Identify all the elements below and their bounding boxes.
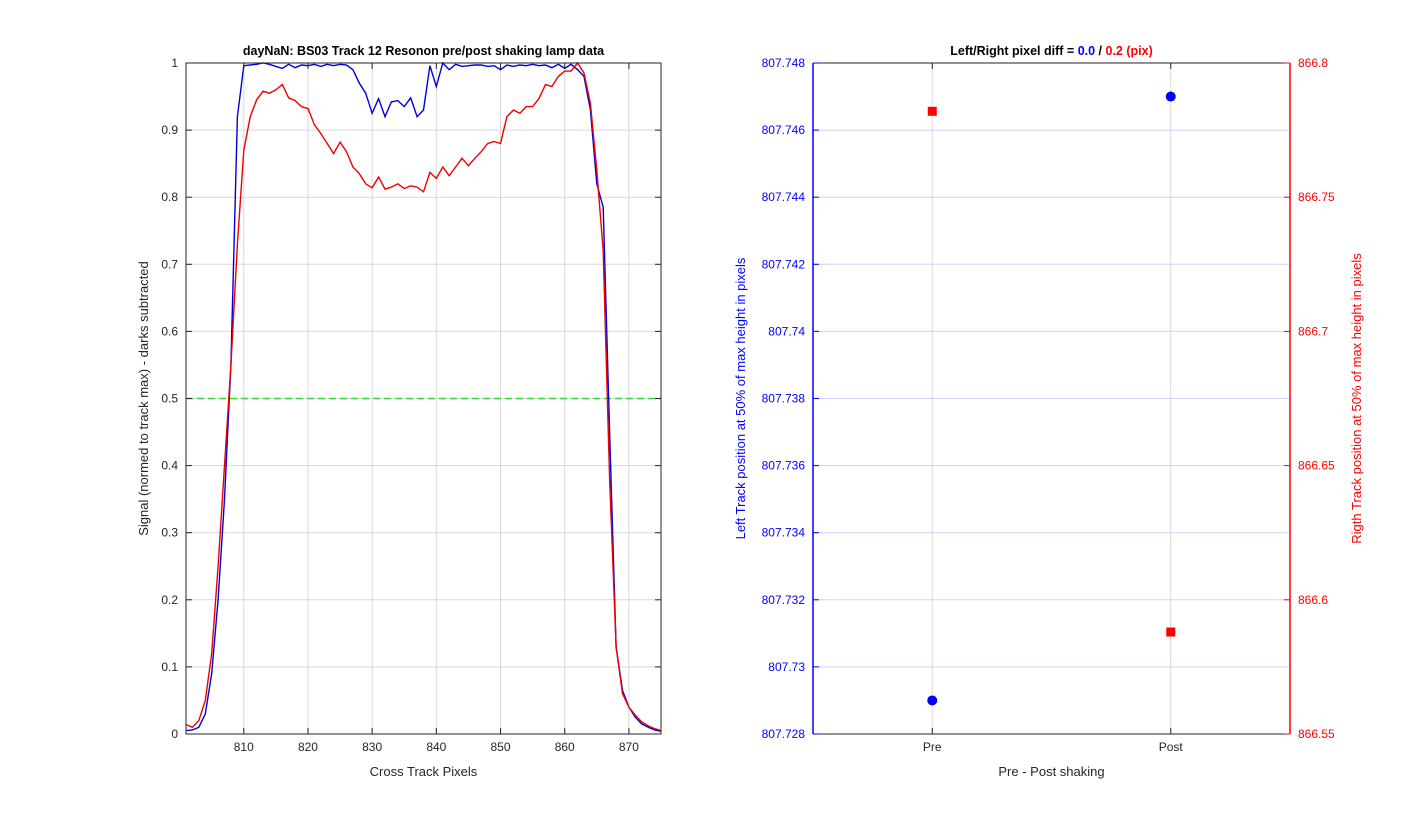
left-y-tick-label: 807.748 bbox=[762, 56, 806, 70]
left-y-tick-label: 807.732 bbox=[762, 593, 806, 607]
left-y-tick-label: 807.744 bbox=[762, 190, 806, 204]
right-y-tick-label: 866.75 bbox=[1298, 190, 1335, 204]
left-y-tick-label: 807.734 bbox=[762, 526, 806, 540]
x-tick-label: 830 bbox=[362, 740, 382, 754]
left-y-tick-label: 807.73 bbox=[768, 660, 805, 674]
right-y-tick-label: 866.7 bbox=[1298, 324, 1328, 338]
y-tick-label: 0.9 bbox=[161, 123, 178, 137]
left-y-tick-label: 807.742 bbox=[762, 257, 806, 271]
left-y-tick-label: 807.736 bbox=[762, 459, 806, 473]
markers-group bbox=[927, 91, 1176, 706]
left-y-tick-label: 807.728 bbox=[762, 727, 806, 741]
right-y-axis-label: Rigth Track position at 50% of max heigh… bbox=[1349, 253, 1364, 544]
right-y-tick-label: 866.8 bbox=[1298, 56, 1328, 70]
left-y-axis-ticks: 807.728 807.73 807.732 807.734 807.736 807.73… bbox=[762, 56, 819, 741]
x-axis-label: Cross Track Pixels bbox=[370, 764, 478, 779]
x-tick-label: 850 bbox=[491, 740, 511, 754]
y-axis-label: Signal (normed to track max) - darks sub… bbox=[136, 261, 151, 536]
y-tick-label: 0.3 bbox=[161, 526, 178, 540]
right-track-point-post bbox=[1166, 627, 1176, 637]
title-right-diff: 0.2 (pix) bbox=[1106, 44, 1153, 58]
y-tick-label: 0.6 bbox=[161, 324, 178, 338]
x-tick-label: 810 bbox=[234, 740, 254, 754]
chart-title: Left/Right pixel diff = 0.0 / 0.2 (pix) bbox=[950, 44, 1153, 58]
right-y-tick-label: 866.55 bbox=[1298, 727, 1335, 741]
x-axis-label: Pre - Post shaking bbox=[998, 764, 1104, 779]
left-track-point-post bbox=[1165, 91, 1176, 102]
x-tick-label: 860 bbox=[555, 740, 575, 754]
x-tick-label: 840 bbox=[426, 740, 446, 754]
y-tick-label: 0.5 bbox=[161, 392, 178, 406]
left-track-point-pre bbox=[927, 695, 938, 706]
right-y-tick-label: 866.65 bbox=[1298, 459, 1335, 473]
x-tick-label: Post bbox=[1159, 740, 1184, 754]
y-tick-label: 0.8 bbox=[161, 190, 178, 204]
y-tick-label: 1 bbox=[171, 56, 178, 70]
y-tick-label: 0 bbox=[171, 727, 178, 741]
y-tick-label: 0.4 bbox=[161, 459, 178, 473]
title-separator: / bbox=[1095, 44, 1105, 58]
right-y-axis-ticks: 866.55 866.6 866.65 866.7 866.75 866.8 bbox=[1284, 56, 1335, 741]
chart-title: dayNaN: BS03 Track 12 Resonon pre/post s… bbox=[243, 44, 605, 58]
left-y-tick-label: 807.74 bbox=[768, 324, 805, 338]
x-axis-ticks: Pre Post bbox=[923, 63, 1184, 754]
right-y-tick-label: 866.6 bbox=[1298, 593, 1328, 607]
left-y-tick-label: 807.746 bbox=[762, 123, 806, 137]
y-tick-label: 0.2 bbox=[161, 593, 178, 607]
x-tick-label: 870 bbox=[619, 740, 639, 754]
y-tick-label: 0.1 bbox=[161, 660, 178, 674]
scatter-chart: Pre Post 807.728807.73807.732807.734807.7… bbox=[733, 44, 1364, 779]
title-prefix: Left/Right pixel diff = bbox=[950, 44, 1077, 58]
line-chart: 810 820 830 840 850 860 870 0 0.1 0.2 0.3 0.4 0.5 0.… bbox=[136, 44, 662, 779]
left-y-axis-label: Left Track position at 50% of max height… bbox=[733, 257, 748, 539]
series-line-2 bbox=[185, 61, 662, 732]
x-axis-ticks: 810 820 830 840 850 860 870 bbox=[234, 63, 639, 754]
y-axis-ticks: 0 0.1 0.2 0.3 0.4 0.5 0.6 0.7 0.8 0.9 1 bbox=[161, 56, 661, 741]
x-tick-label: 820 bbox=[298, 740, 318, 754]
x-tick-label: Pre bbox=[923, 740, 942, 754]
y-tick-label: 0.7 bbox=[161, 257, 178, 271]
left-y-tick-label: 807.738 bbox=[762, 392, 806, 406]
right-track-point-pre bbox=[927, 106, 937, 116]
title-left-diff: 0.0 bbox=[1078, 44, 1095, 58]
